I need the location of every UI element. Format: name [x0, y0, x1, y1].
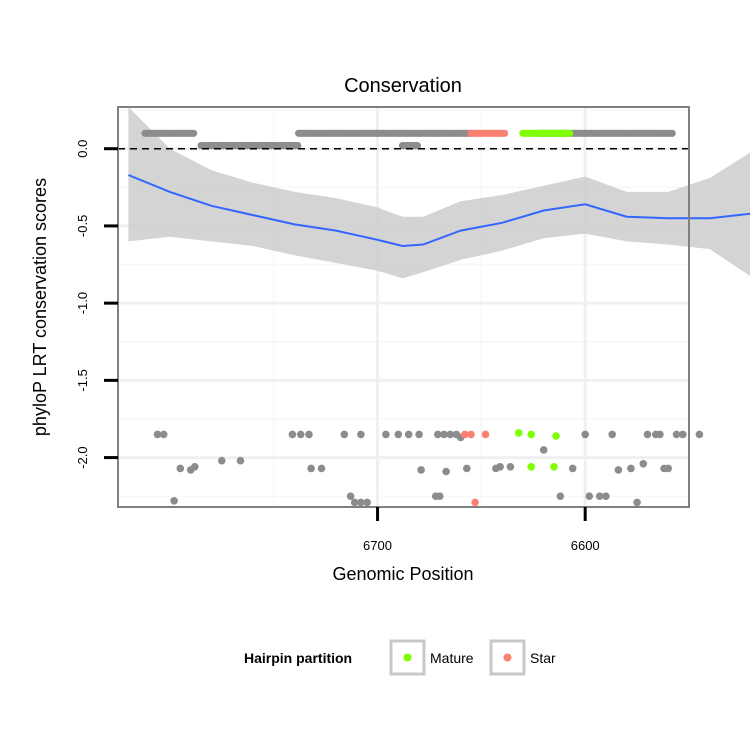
panel-border [117, 106, 690, 508]
data-point [440, 430, 448, 439]
data-point [602, 492, 610, 501]
data-point [506, 463, 515, 471]
data-point [394, 430, 403, 439]
legend-label-star: Star [530, 650, 556, 666]
data-point [357, 498, 365, 507]
data-point-mature [552, 432, 560, 440]
data-point-mature [514, 429, 523, 437]
y-axis-title: phyloP LRT conservation scores [30, 178, 50, 436]
y-tick-label: 0.0 [75, 140, 90, 158]
data-point [218, 456, 226, 465]
data-point [679, 430, 687, 439]
data-point [695, 430, 704, 439]
legend-dot-star [503, 653, 512, 662]
y-tick-label: -0.5 [75, 215, 90, 237]
data-point-star [461, 430, 469, 439]
legend-title: Hairpin partition [244, 650, 352, 666]
data-point [627, 464, 635, 473]
data-point [404, 430, 413, 439]
data-point [307, 464, 315, 473]
plot-panel [117, 106, 750, 508]
low-score-points [153, 429, 704, 507]
data-point [608, 430, 616, 439]
data-point [350, 498, 359, 507]
x-tick-label: 6700 [363, 538, 392, 553]
legend: Hairpin partition Mature Star [244, 639, 556, 676]
data-point [340, 430, 349, 439]
legend-item-mature: Mature [389, 639, 474, 676]
data-point [614, 466, 623, 474]
data-point [159, 430, 168, 439]
data-point [633, 498, 641, 507]
data-point [656, 430, 664, 439]
data-point [305, 430, 313, 439]
data-point-star [471, 498, 479, 507]
data-point [346, 492, 355, 501]
data-point [236, 456, 245, 465]
data-point [581, 430, 589, 439]
data-point [176, 464, 185, 473]
legend-item-star: Star [489, 639, 556, 676]
data-point [556, 492, 565, 501]
chart-title: Conservation [344, 75, 462, 97]
data-point [317, 464, 326, 473]
high-score-point-mature [566, 129, 574, 137]
smooth-trend-line [128, 174, 750, 248]
y-tick-label: -2.0 [75, 446, 90, 468]
data-point [496, 463, 504, 471]
data-point [191, 463, 199, 471]
data-point [153, 430, 162, 439]
data-point [568, 464, 577, 473]
data-point [463, 464, 471, 473]
y-tick-label: -1.0 [75, 292, 90, 314]
data-point [539, 446, 548, 454]
data-point-mature [527, 430, 535, 439]
high-score-point [668, 129, 676, 137]
high-score-point-star [501, 129, 509, 137]
confidence-ribbon [128, 107, 750, 279]
legend-label-mature: Mature [430, 650, 474, 666]
data-point [382, 430, 390, 439]
data-point [415, 430, 423, 439]
data-point [643, 430, 652, 439]
data-point [296, 430, 305, 439]
data-point-star [481, 430, 490, 439]
high-score-point [413, 142, 421, 150]
data-point-mature [550, 463, 558, 471]
data-point [170, 497, 178, 505]
legend-dot-mature [403, 653, 412, 662]
data-point [363, 498, 372, 507]
y-axis: 0.0 -0.5 -1.0 -1.5 -2.0 [75, 140, 118, 469]
data-point-mature [527, 463, 535, 471]
data-point [672, 430, 681, 439]
data-point [639, 460, 648, 468]
data-point [434, 430, 442, 439]
data-point [436, 492, 444, 501]
data-point [585, 492, 594, 501]
high-score-points [141, 129, 676, 150]
data-point-star [467, 430, 475, 439]
x-axis: 6700 6600 [363, 507, 600, 553]
data-point [417, 466, 425, 474]
data-point [288, 430, 297, 439]
y-tick-label: -1.5 [75, 369, 90, 391]
x-tick-label: 6600 [571, 538, 600, 553]
x-axis-title: Genomic Position [332, 564, 473, 584]
data-point [446, 430, 455, 439]
data-point [442, 467, 450, 476]
data-point [664, 464, 672, 473]
high-score-point [294, 142, 302, 150]
data-point [595, 492, 604, 501]
data-point [357, 430, 365, 439]
high-score-point [190, 129, 198, 137]
